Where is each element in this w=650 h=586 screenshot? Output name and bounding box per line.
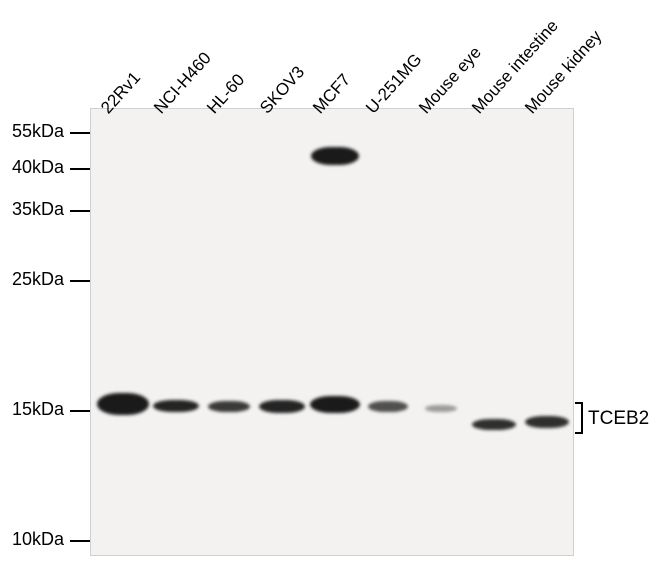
band [311,147,359,165]
marker-tick [70,280,90,282]
band [525,416,569,428]
marker-tick [70,168,90,170]
protein-label: TCEB2 [588,408,649,430]
marker-label: 15kDa [0,399,64,420]
protein-bracket [575,402,583,434]
band [425,405,457,412]
band [472,419,516,430]
marker-label: 55kDa [0,121,64,142]
band [368,401,408,412]
band [97,393,149,415]
marker-tick [70,540,90,542]
marker-label: 25kDa [0,269,64,290]
marker-label: 35kDa [0,199,64,220]
marker-tick [70,210,90,212]
marker-label: 40kDa [0,157,64,178]
band [208,401,250,412]
marker-tick [70,132,90,134]
marker-tick [70,410,90,412]
blot-membrane [90,108,574,556]
band [310,396,360,413]
western-blot-figure: 55kDa40kDa35kDa25kDa15kDa10kDa 22Rv1NCI-… [0,0,650,586]
band [259,400,305,413]
band [153,400,199,412]
marker-label: 10kDa [0,529,64,550]
